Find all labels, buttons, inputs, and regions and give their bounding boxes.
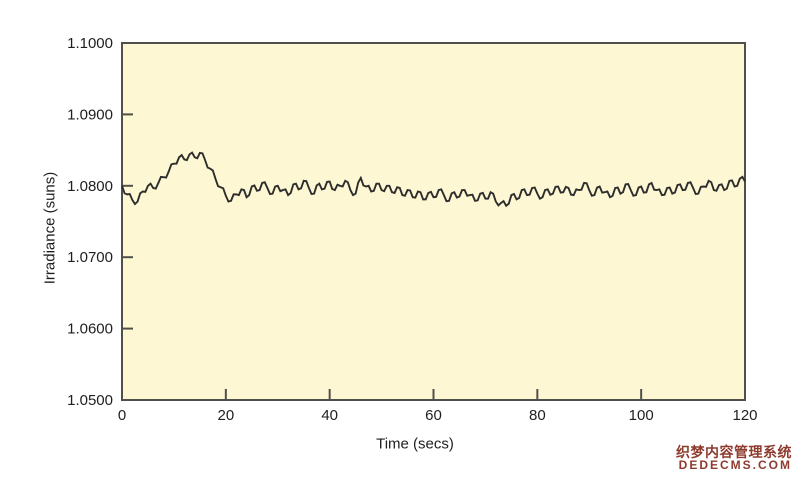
y-axis-title: Irradiance (suns) [41, 171, 59, 285]
y-tick-label: 1.0700 [67, 249, 113, 266]
plot-area [121, 42, 746, 401]
x-tick-label: 80 [529, 407, 546, 424]
y-tick-label: 1.0500 [67, 392, 113, 409]
x-axis-title: Time (secs) [376, 435, 454, 453]
watermark: 织梦内容管理系统 DEDECMS.COM [676, 445, 792, 472]
y-tick-label: 1.0900 [67, 106, 113, 123]
x-tick-label: 120 [732, 407, 757, 424]
x-tick-label: 20 [217, 407, 234, 424]
x-tick-label: 60 [425, 407, 442, 424]
irradiance-line-series [121, 151, 746, 208]
y-tick-label: 1.0800 [67, 178, 113, 195]
y-tick-label: 1.0600 [67, 321, 113, 338]
watermark-cjk-text: 织梦内容管理系统 [676, 443, 792, 460]
x-tick-label: 40 [321, 407, 338, 424]
x-tick-label: 0 [118, 407, 126, 424]
x-tick-label: 100 [629, 407, 654, 424]
watermark-dedecms-text: DEDECMS.COM [678, 458, 792, 473]
y-tick-label: 1.1000 [67, 35, 113, 52]
